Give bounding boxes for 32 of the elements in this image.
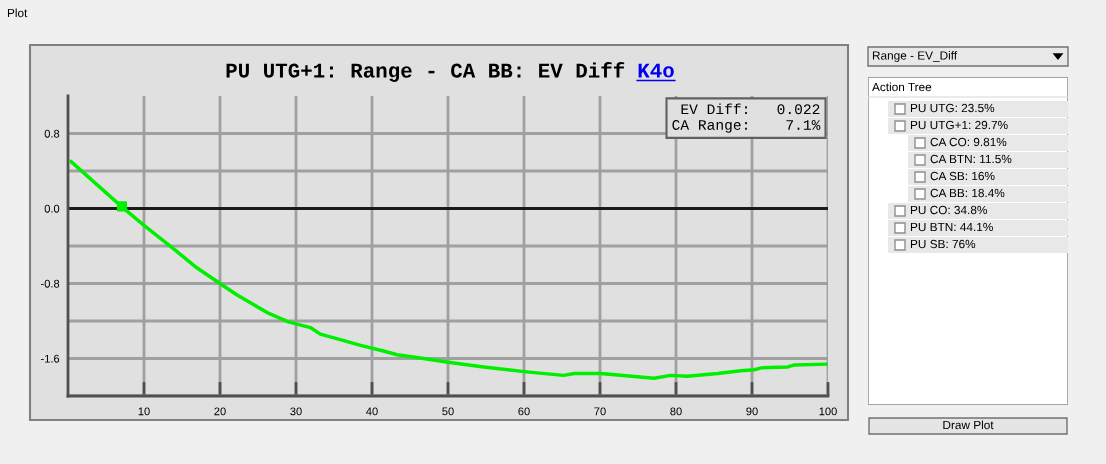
line-series <box>69 159 828 380</box>
text: PU BTN: 44.1% <box>910 222 993 232</box>
x-tick-label: 60 <box>518 407 530 416</box>
chart-subtitle: K4o <box>638 63 674 78</box>
text: Action Tree <box>872 82 932 92</box>
text: CA BTN: 11.5% <box>930 154 1012 164</box>
x-tick-label: 50 <box>442 407 454 416</box>
y-tick-label: 0.8 <box>44 129 60 138</box>
text: PU CO: 34.8% <box>910 205 987 215</box>
annotation: CA Range: 7.1% <box>672 120 821 133</box>
x-tick-label: 80 <box>670 407 682 416</box>
y-tick-label: 0.0 <box>44 204 60 213</box>
y-tick-label: -0.8 <box>41 279 60 288</box>
y-tick-label: -1.6 <box>41 354 60 363</box>
x-tick-label: 10 <box>138 407 150 416</box>
text: Range - EV_Diff <box>872 51 958 62</box>
text: CA SB: 16% <box>930 171 995 181</box>
x-tick-label: 100 <box>819 407 837 416</box>
text: PU UTG+1: 29.7% <box>910 120 1008 130</box>
x-tick-label: 70 <box>594 407 606 416</box>
x-tick-label: 30 <box>290 407 302 416</box>
annotation: EV Diff: 0.022 <box>681 103 820 115</box>
text: Plot <box>7 8 28 18</box>
chart-title: PU UTG+1: Range - CA BB: EV Diff <box>226 62 625 82</box>
text: CA CO: 9.81% <box>930 137 1007 147</box>
x-tick-label: 20 <box>214 407 226 416</box>
text: CA BB: 18.4% <box>930 188 1005 198</box>
x-tick-label: 40 <box>366 407 378 416</box>
text: Draw Plot <box>943 420 994 430</box>
x-tick-label: 90 <box>746 407 758 416</box>
text: PU UTG: 23.5% <box>910 103 995 113</box>
text: PU SB: 76% <box>910 239 976 249</box>
